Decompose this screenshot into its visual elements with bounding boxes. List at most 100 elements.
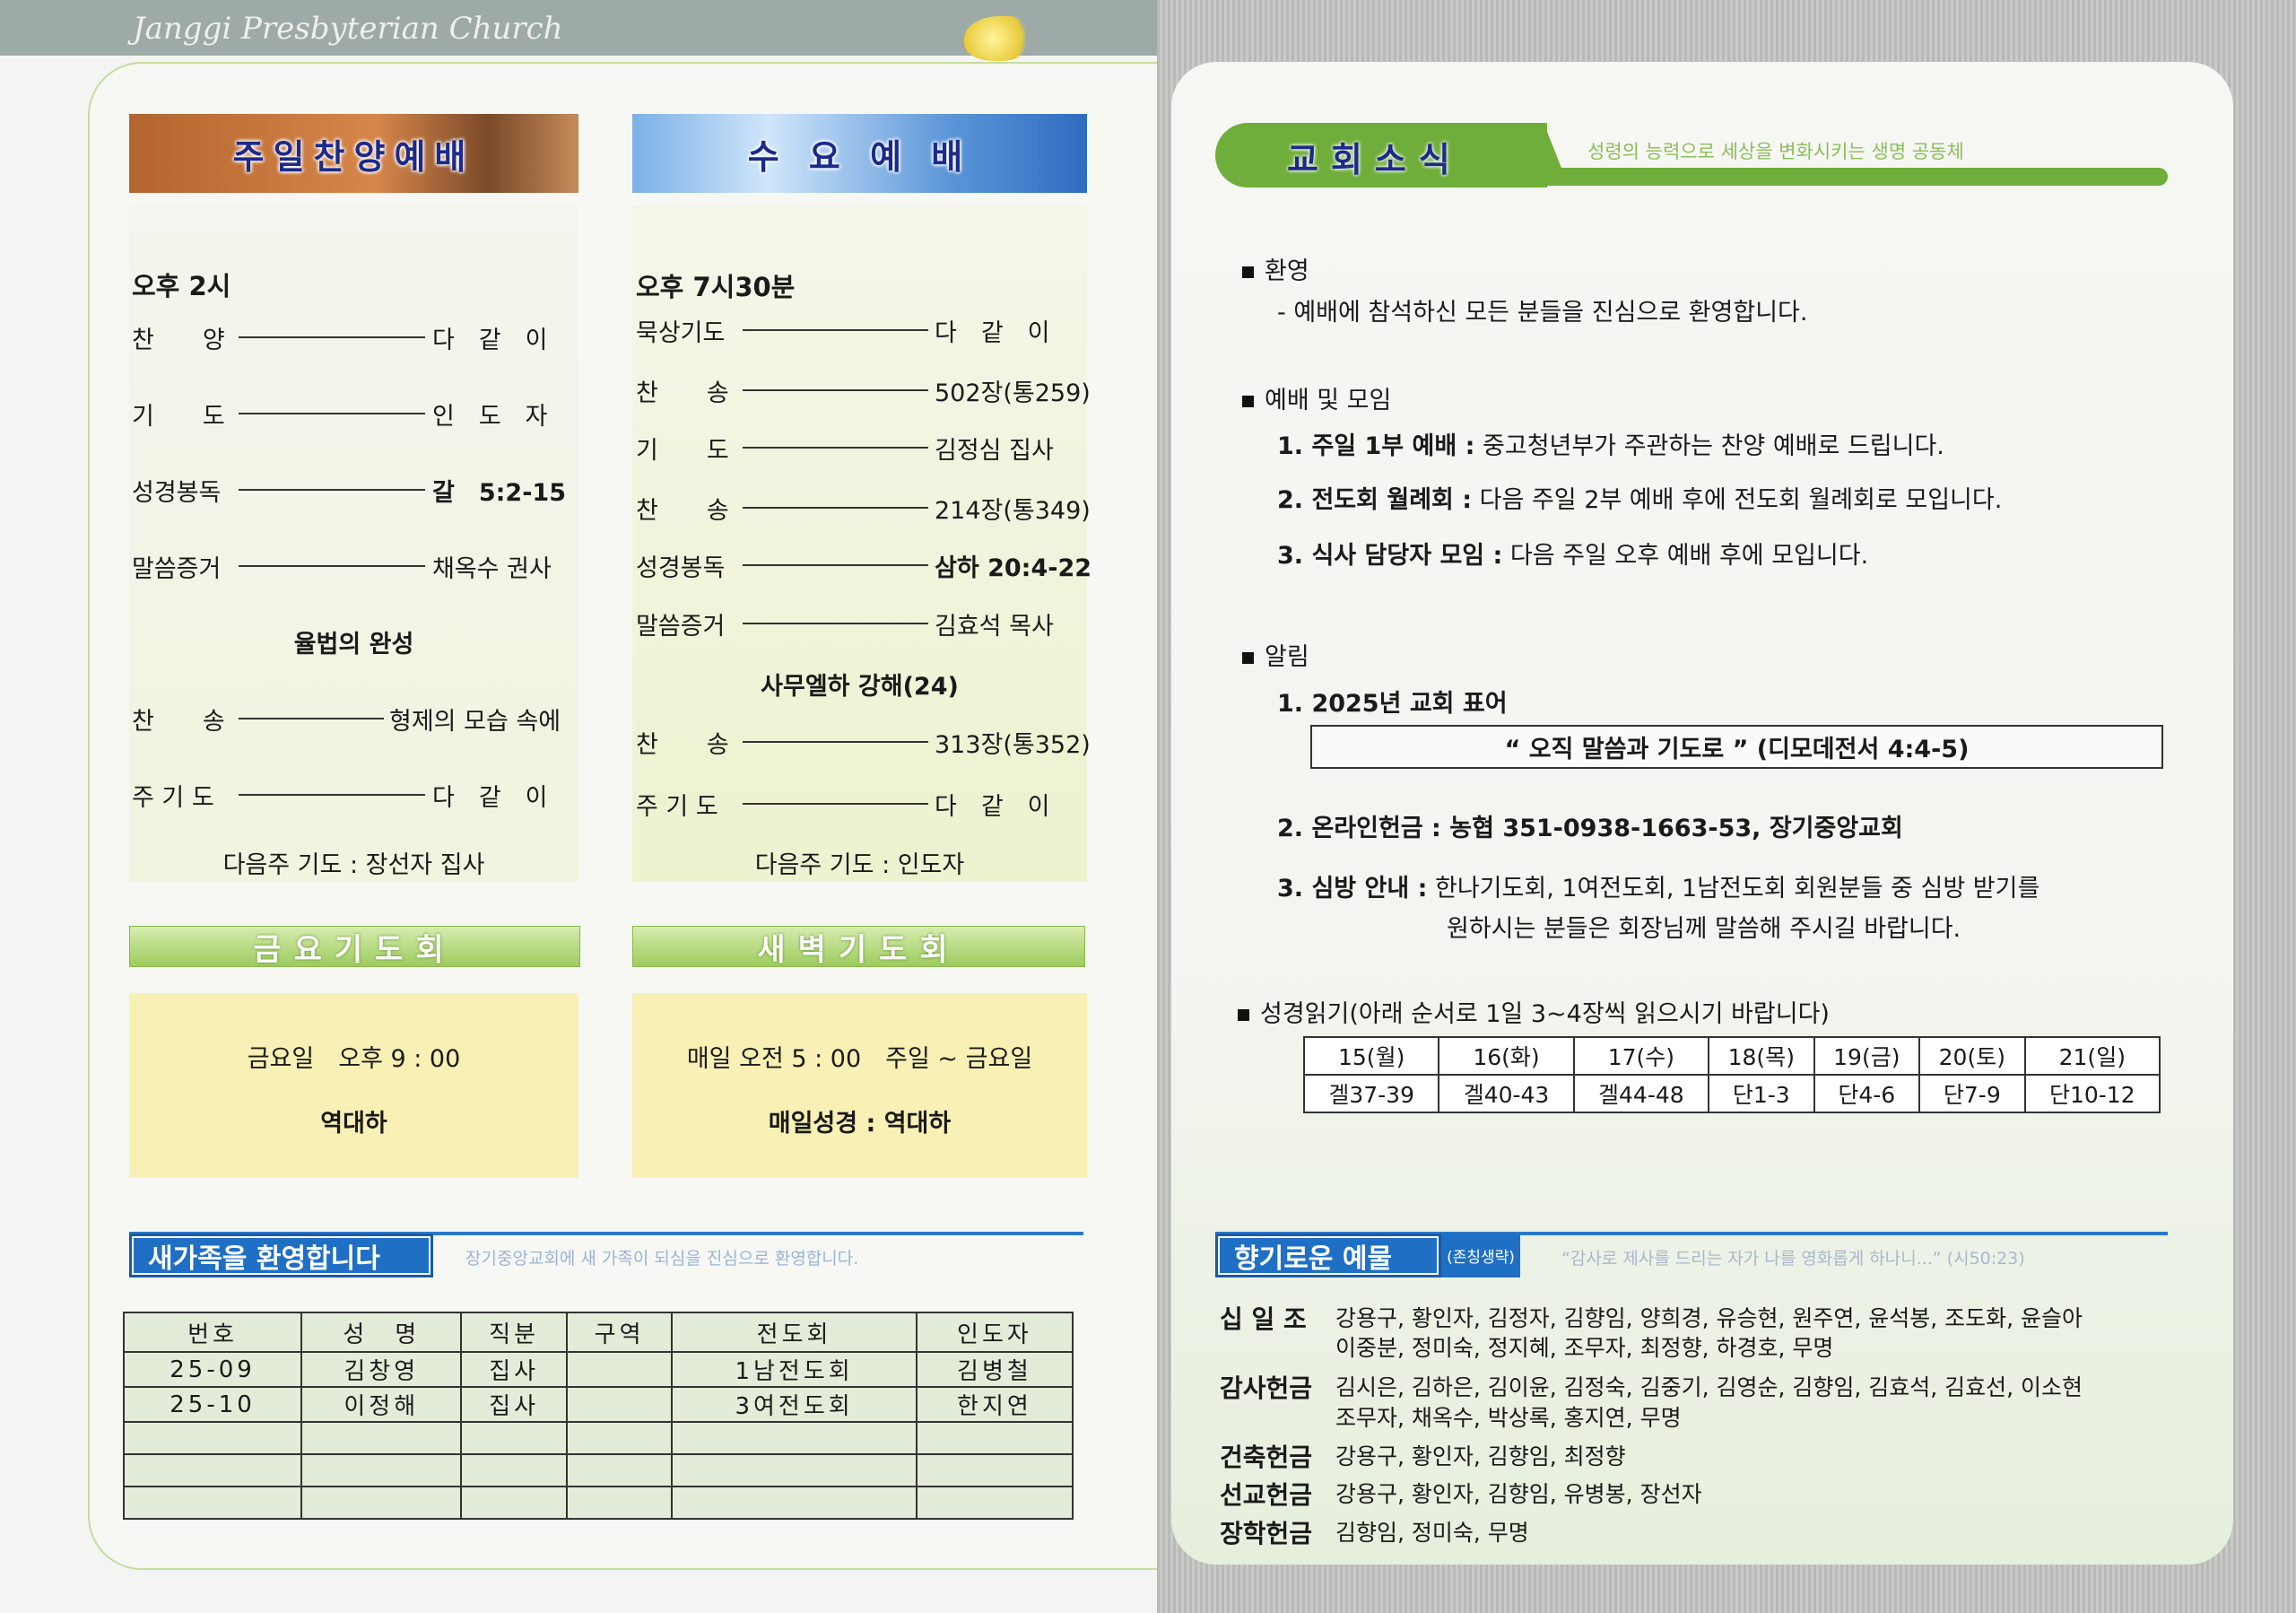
offering-names: 이중분, 정미숙, 정지혜, 조무자, 최정향, 하경호, 무명 <box>1335 1335 1834 1361</box>
order-label: 찬 송 <box>636 379 729 407</box>
wednesday-worship-banner: 수 요 예 배 <box>632 114 1087 193</box>
offering-names: 강용구, 황인자, 김정자, 김향임, 양희경, 유승현, 원주연, 윤석봉, … <box>1335 1305 2083 1331</box>
offering-label: 십 일 조 <box>1220 1304 1307 1334</box>
reading-chapters: 겔44-48 <box>1572 1074 1710 1113</box>
order-value: 다 같 이 <box>432 327 548 354</box>
bullet-icon <box>1242 396 1254 407</box>
visit-text: 한나기도회, 1여전도회, 1남전도회 회원분들 중 심방 받기를 <box>1427 875 2040 902</box>
order-label: 주 기 도 <box>636 793 718 821</box>
online-offering: 2. 온라인헌금 : 농협 351-0938-1663-53, 장기중앙교회 <box>1277 815 1903 842</box>
order-value: 214장(통349) <box>935 497 1091 525</box>
leader-line <box>743 389 928 391</box>
table-row <box>122 1453 1074 1487</box>
church-news-subtitle: 성령의 능력으로 세상을 변화시키는 생명 공동체 <box>1587 141 1964 162</box>
new-family-subtitle: 장기중앙교회에 새 가족이 되심을 진심으로 환영합니다. <box>465 1249 859 1269</box>
leader-line <box>239 336 425 338</box>
right-panel <box>1171 62 2233 1565</box>
reading-chapters: 겔37-39 <box>1302 1074 1440 1113</box>
table-cell: 전도회 <box>671 1312 918 1353</box>
reading-day: 18(목) <box>1708 1036 1815 1076</box>
table-cell: 구역 <box>565 1312 674 1353</box>
church-news-banner: 교회소식 성령의 능력으로 세상을 변화시키는 생명 공동체 <box>1215 123 2168 187</box>
next-week-prayer: 다음주 기도 : 인도자 <box>754 851 965 879</box>
table-cell <box>671 1453 918 1487</box>
table-cell <box>460 1421 568 1455</box>
leader-line <box>743 741 928 743</box>
sunday-time: 오후 2시 <box>132 271 231 301</box>
reading-chapters: 단4-6 <box>1813 1074 1921 1113</box>
welcome-heading: 환영 <box>1265 257 1309 285</box>
welcome-text: - 예배에 참석하신 모든 분들을 진심으로 환영합니다. <box>1277 299 1808 327</box>
flower-icon <box>964 16 1036 61</box>
dawn-leader: 매일성경 : 역대하 <box>768 1110 952 1138</box>
table-cell <box>300 1421 463 1455</box>
meeting-text: 다음 주일 오후 예배 후에 모입니다. <box>1502 542 1869 570</box>
offering-label: 건축헌금 <box>1220 1443 1313 1472</box>
meeting-label: 3. 식사 담당자 모임 : <box>1277 542 1503 570</box>
leader-line <box>743 564 928 566</box>
dawn-time: 매일 오전 5 : 00 주일 ~ 금요일 <box>686 1045 1033 1073</box>
table-cell <box>565 1453 674 1487</box>
table-cell: 집사 <box>460 1386 568 1423</box>
leader-line <box>239 565 425 567</box>
table-cell: 25-09 <box>122 1351 303 1388</box>
next-week-prayer: 다음주 기도 : 장선자 집사 <box>222 851 485 879</box>
offering-names: 강용구, 황인자, 김향임, 유병봉, 장선자 <box>1335 1481 1702 1507</box>
meeting-item: 1. 주일 1부 예배 : 중고청년부가 주관하는 찬양 예배로 드립니다. <box>1277 426 1944 461</box>
reading-day: 16(화) <box>1438 1036 1575 1076</box>
offering-label: 장학헌금 <box>1220 1519 1313 1548</box>
table-cell <box>300 1486 463 1520</box>
sermon-title: 율법의 완성 <box>293 631 414 658</box>
reading-chapters: 단7-9 <box>1918 1074 2026 1113</box>
table-row <box>122 1421 1074 1455</box>
table-cell: 성 명 <box>300 1312 463 1353</box>
sunday-background <box>129 205 578 882</box>
reading-day: 19(금) <box>1813 1036 1921 1076</box>
new-family-title: 새가족을 환영합니다 <box>129 1234 433 1277</box>
table-cell <box>915 1453 1074 1487</box>
table-cell <box>122 1453 303 1487</box>
order-value: 형제의 모습 속에 <box>389 708 561 736</box>
leader-line <box>239 794 425 796</box>
order-value: 김정심 집사 <box>935 437 1054 465</box>
sermon-title: 사무엘하 강해(24) <box>761 673 959 701</box>
church-brand: Janggi Presbyterian Church <box>133 11 563 47</box>
leader-line <box>743 803 928 805</box>
table-cell <box>565 1486 674 1520</box>
leader-line <box>239 413 425 414</box>
table-cell <box>460 1453 568 1487</box>
order-value: 다 같 이 <box>935 319 1050 347</box>
reading-chapters: 단1-3 <box>1708 1074 1815 1113</box>
table-cell <box>915 1421 1074 1455</box>
reading-day: 20(토) <box>1918 1036 2026 1076</box>
order-label: 말씀증거 <box>636 613 726 641</box>
table-cell: 직분 <box>460 1312 568 1353</box>
motto-box: “ 오직 말씀과 기도로 ” (디모데전서 4:4-5) <box>1310 725 2163 769</box>
meeting-text: 중고청년부가 주관하는 찬양 예배로 드립니다. <box>1474 432 1944 460</box>
table-cell: 25-10 <box>122 1386 303 1423</box>
offering-names: 김향임, 정미숙, 무명 <box>1335 1520 1529 1546</box>
table-row: 25-09 김창영 집사 1남전도회 김병철 <box>122 1351 1074 1388</box>
table-header: 번호 성 명 직분 구역 전도회 인도자 <box>122 1312 1074 1353</box>
sunday-worship-banner: 주일찬양예배 <box>129 114 578 193</box>
table-cell: 김병철 <box>915 1351 1074 1388</box>
order-value: 채옥수 권사 <box>432 555 552 583</box>
new-family-table: 번호 성 명 직분 구역 전도회 인도자 25-09 김창영 집사 1남전도회 김병철 25-10 이정… <box>122 1312 1074 1520</box>
bible-reading-table: 15(월) 16(화) 17(수) 18(목) 19(금) 20(토) 21(일) 겔37-3… <box>1302 1036 2161 1113</box>
order-value: 502장(통259) <box>935 379 1091 407</box>
leader-line <box>743 447 928 449</box>
reading-chapters: 겔40-43 <box>1438 1074 1575 1113</box>
table-row <box>122 1486 1074 1520</box>
notices-heading: 알림 <box>1265 643 1309 671</box>
table-cell: 인도자 <box>915 1312 1074 1353</box>
order-label: 기 도 <box>636 437 729 465</box>
table-cell: 집사 <box>460 1351 568 1388</box>
order-value: 갈 5:2-15 <box>432 479 566 507</box>
dawn-prayer-banner: 새벽기도회 <box>632 926 1085 968</box>
leader-line <box>743 329 928 331</box>
order-label: 묵상기도 <box>636 319 726 347</box>
leader-line <box>743 623 928 624</box>
order-label: 성경봉독 <box>636 554 726 582</box>
dawn-box <box>632 993 1087 1178</box>
leader-line <box>239 718 384 719</box>
